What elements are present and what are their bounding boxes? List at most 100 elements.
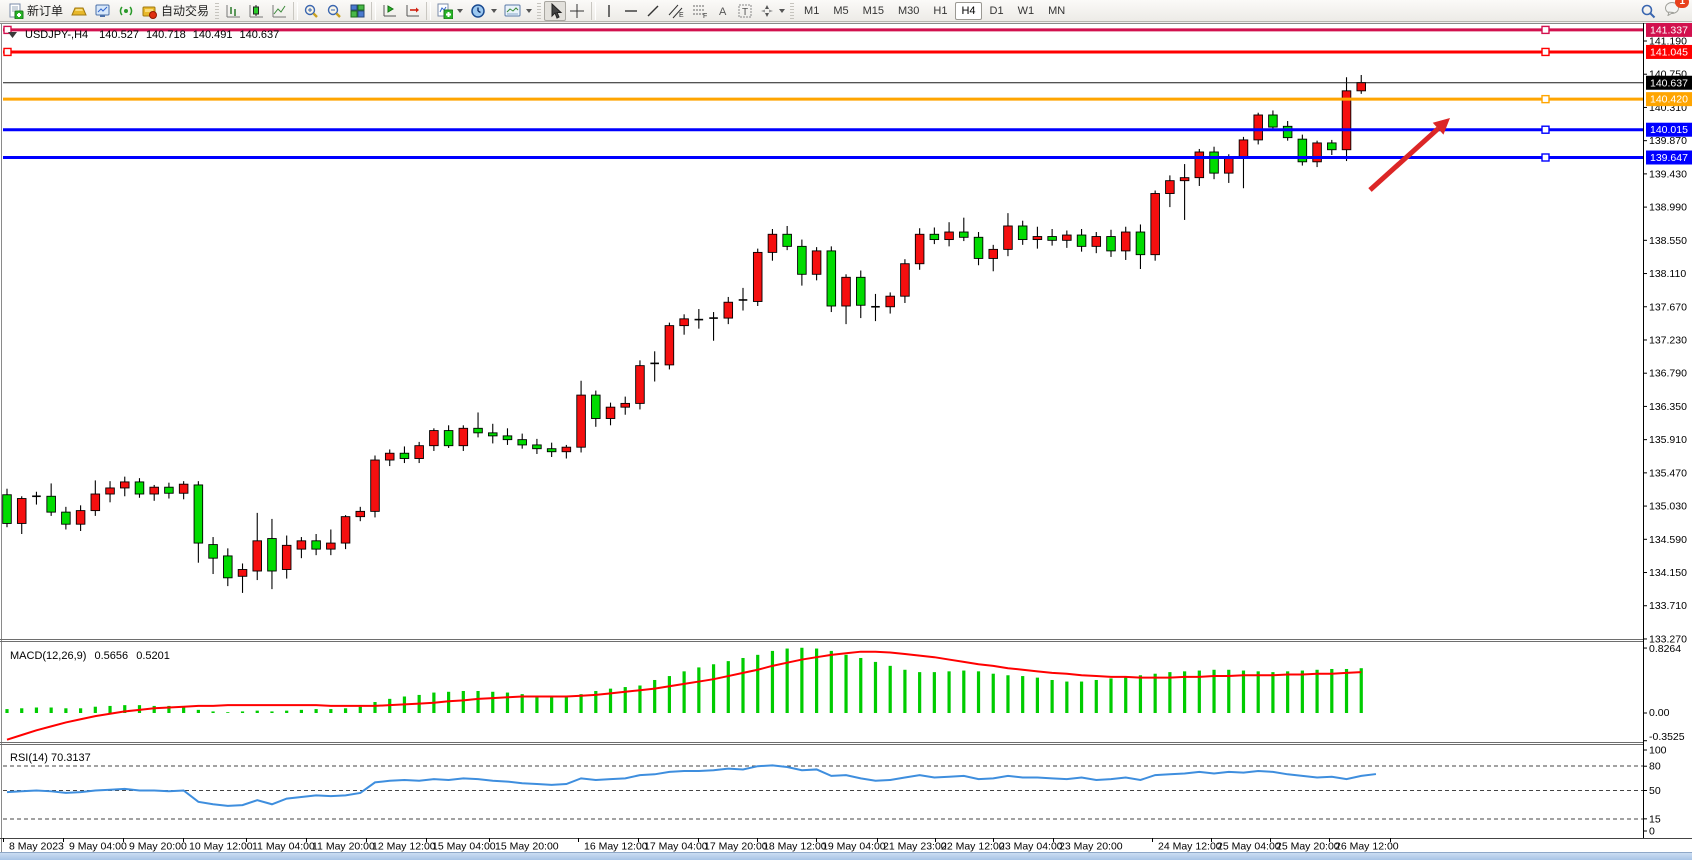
timeframe-button-D1[interactable]: D1 <box>989 4 1004 17</box>
candle <box>1062 230 1072 248</box>
crosshair-tool-button[interactable] <box>566 1 589 21</box>
zoom-out-button[interactable] <box>323 1 346 21</box>
candle-body <box>944 231 954 241</box>
vertical-line-tool-button[interactable] <box>598 1 620 21</box>
candle <box>1165 175 1175 208</box>
autotrading-button[interactable]: 自动交易 <box>138 1 214 21</box>
candle <box>723 296 734 325</box>
arrows-dropdown-arrow[interactable] <box>779 8 786 13</box>
autotrading-icon <box>142 6 158 19</box>
chart-window[interactable]: 141.190 140.750 140.310 139.870 139.430 138.9… <box>0 23 1692 852</box>
candle-body <box>384 452 395 461</box>
timeframe-button-MN[interactable]: MN <box>1048 4 1066 17</box>
macd-histogram-bar <box>579 694 583 713</box>
rsi-axis-label: 100 <box>1649 745 1667 757</box>
one-click-trading-toggle[interactable] <box>8 31 18 39</box>
line-handle[interactable] <box>1541 153 1550 162</box>
periods-dropdown-arrow[interactable] <box>491 8 498 13</box>
templates-dropdown-arrow[interactable] <box>526 8 533 13</box>
chart-shift-icon <box>406 4 420 16</box>
clock-icon <box>471 3 485 18</box>
time-axis-label: 19 May 04:00 <box>822 841 886 853</box>
fibonacci-tool-button[interactable]: F <box>688 1 712 21</box>
horizontal-line-object[interactable] <box>3 47 1643 57</box>
horizontal-line-object[interactable] <box>3 94 1643 104</box>
price-tick-label: 141.190 <box>1649 36 1687 48</box>
price-tick-label: 134.590 <box>1649 534 1687 546</box>
chart-shift-button[interactable] <box>401 1 424 21</box>
indicators-button[interactable] <box>433 1 467 21</box>
candle <box>2 488 12 528</box>
horizontal-line-object[interactable] <box>3 25 1643 35</box>
candle <box>429 428 439 451</box>
market-watch-button[interactable] <box>91 1 115 21</box>
arrow-shaft[interactable] <box>1368 126 1440 192</box>
timeframe-button-M30[interactable]: M30 <box>898 4 920 17</box>
macd-histogram-bar <box>550 696 554 713</box>
macd-histogram-bar <box>1286 671 1290 713</box>
candle-body <box>1120 231 1131 252</box>
candle-body <box>973 236 984 259</box>
line-chart-button[interactable] <box>268 1 291 21</box>
gold-ingot-icon <box>71 7 87 15</box>
chart-canvas[interactable]: 141.190140.750140.310139.870139.430138.9… <box>0 23 1692 852</box>
timeframe-button-H4[interactable]: H4 <box>955 1 982 20</box>
tile-windows-button[interactable] <box>346 1 369 21</box>
cursor-tool-button[interactable] <box>544 0 567 21</box>
templates-button[interactable] <box>501 1 536 21</box>
text-tool-button[interactable]: A <box>712 1 734 21</box>
main-toolbar: 新订单 <box>0 0 1692 22</box>
channel-tool-button[interactable]: E <box>664 1 688 21</box>
new-order-button[interactable]: 新订单 <box>4 1 68 21</box>
trendline-tool-button[interactable] <box>642 1 664 21</box>
candle-body <box>1017 225 1028 241</box>
macd-histogram-bar <box>1330 668 1334 713</box>
candle-body <box>635 365 645 404</box>
arrow-object[interactable] <box>1368 118 1450 192</box>
candle-body <box>399 452 410 459</box>
candle <box>281 535 292 579</box>
chart-ohlc-header: USDJPY-,H4 140.527 140.718 140.491 140.6… <box>8 29 279 41</box>
line-handle[interactable] <box>1541 94 1550 104</box>
line-handle[interactable] <box>1541 47 1550 57</box>
indicators-dropdown-arrow[interactable] <box>457 8 464 13</box>
gold-button[interactable] <box>68 1 91 21</box>
timeframe-button-M15[interactable]: M15 <box>862 4 884 17</box>
timeframe-button-M5[interactable]: M5 <box>833 4 849 17</box>
time-axis-label: 23 May 04:00 <box>999 841 1063 853</box>
price-tick-label: 138.110 <box>1649 268 1686 280</box>
candle-body <box>237 569 248 577</box>
notifications-button[interactable]: 1 <box>1664 0 1689 21</box>
low-value: 140.491 <box>192 29 233 41</box>
zoom-in-button[interactable] <box>300 1 323 21</box>
candle-body <box>120 481 130 489</box>
auto-scroll-button[interactable] <box>378 1 401 21</box>
periods-button[interactable] <box>467 1 501 21</box>
horizontal-line-tool-button[interactable] <box>620 1 642 21</box>
macd-histogram-bar <box>1021 676 1025 713</box>
timeframe-button-W1[interactable]: W1 <box>1017 4 1035 17</box>
search-icon[interactable] <box>1640 3 1656 19</box>
line-handle[interactable] <box>1541 125 1550 134</box>
candle <box>1312 140 1322 168</box>
candle-body <box>208 544 218 559</box>
high-value: 140.718 <box>145 29 186 41</box>
macd-histogram-bar <box>785 648 789 713</box>
arrows-tool-button[interactable] <box>756 1 789 21</box>
text-label-tool-button[interactable]: T <box>734 1 756 21</box>
svg-text:T: T <box>742 7 748 18</box>
bar-chart-button[interactable] <box>222 1 245 21</box>
line-handle[interactable] <box>1541 25 1550 35</box>
candle-body <box>856 276 866 306</box>
timeframe-button-M1[interactable]: M1 <box>804 4 820 17</box>
timeframe-button-H1[interactable]: H1 <box>933 4 948 17</box>
horizontal-line-object[interactable] <box>3 153 1643 162</box>
candlestick-chart-button[interactable] <box>245 1 268 21</box>
horizontal-line-object[interactable] <box>3 125 1643 134</box>
signal-button[interactable] <box>115 1 138 21</box>
price-tick-label: 133.710 <box>1649 600 1687 612</box>
line-handle[interactable] <box>3 25 12 35</box>
macd-histogram-bar <box>285 710 289 713</box>
line-handle[interactable] <box>3 47 12 57</box>
macd-histogram-bar <box>447 691 451 713</box>
